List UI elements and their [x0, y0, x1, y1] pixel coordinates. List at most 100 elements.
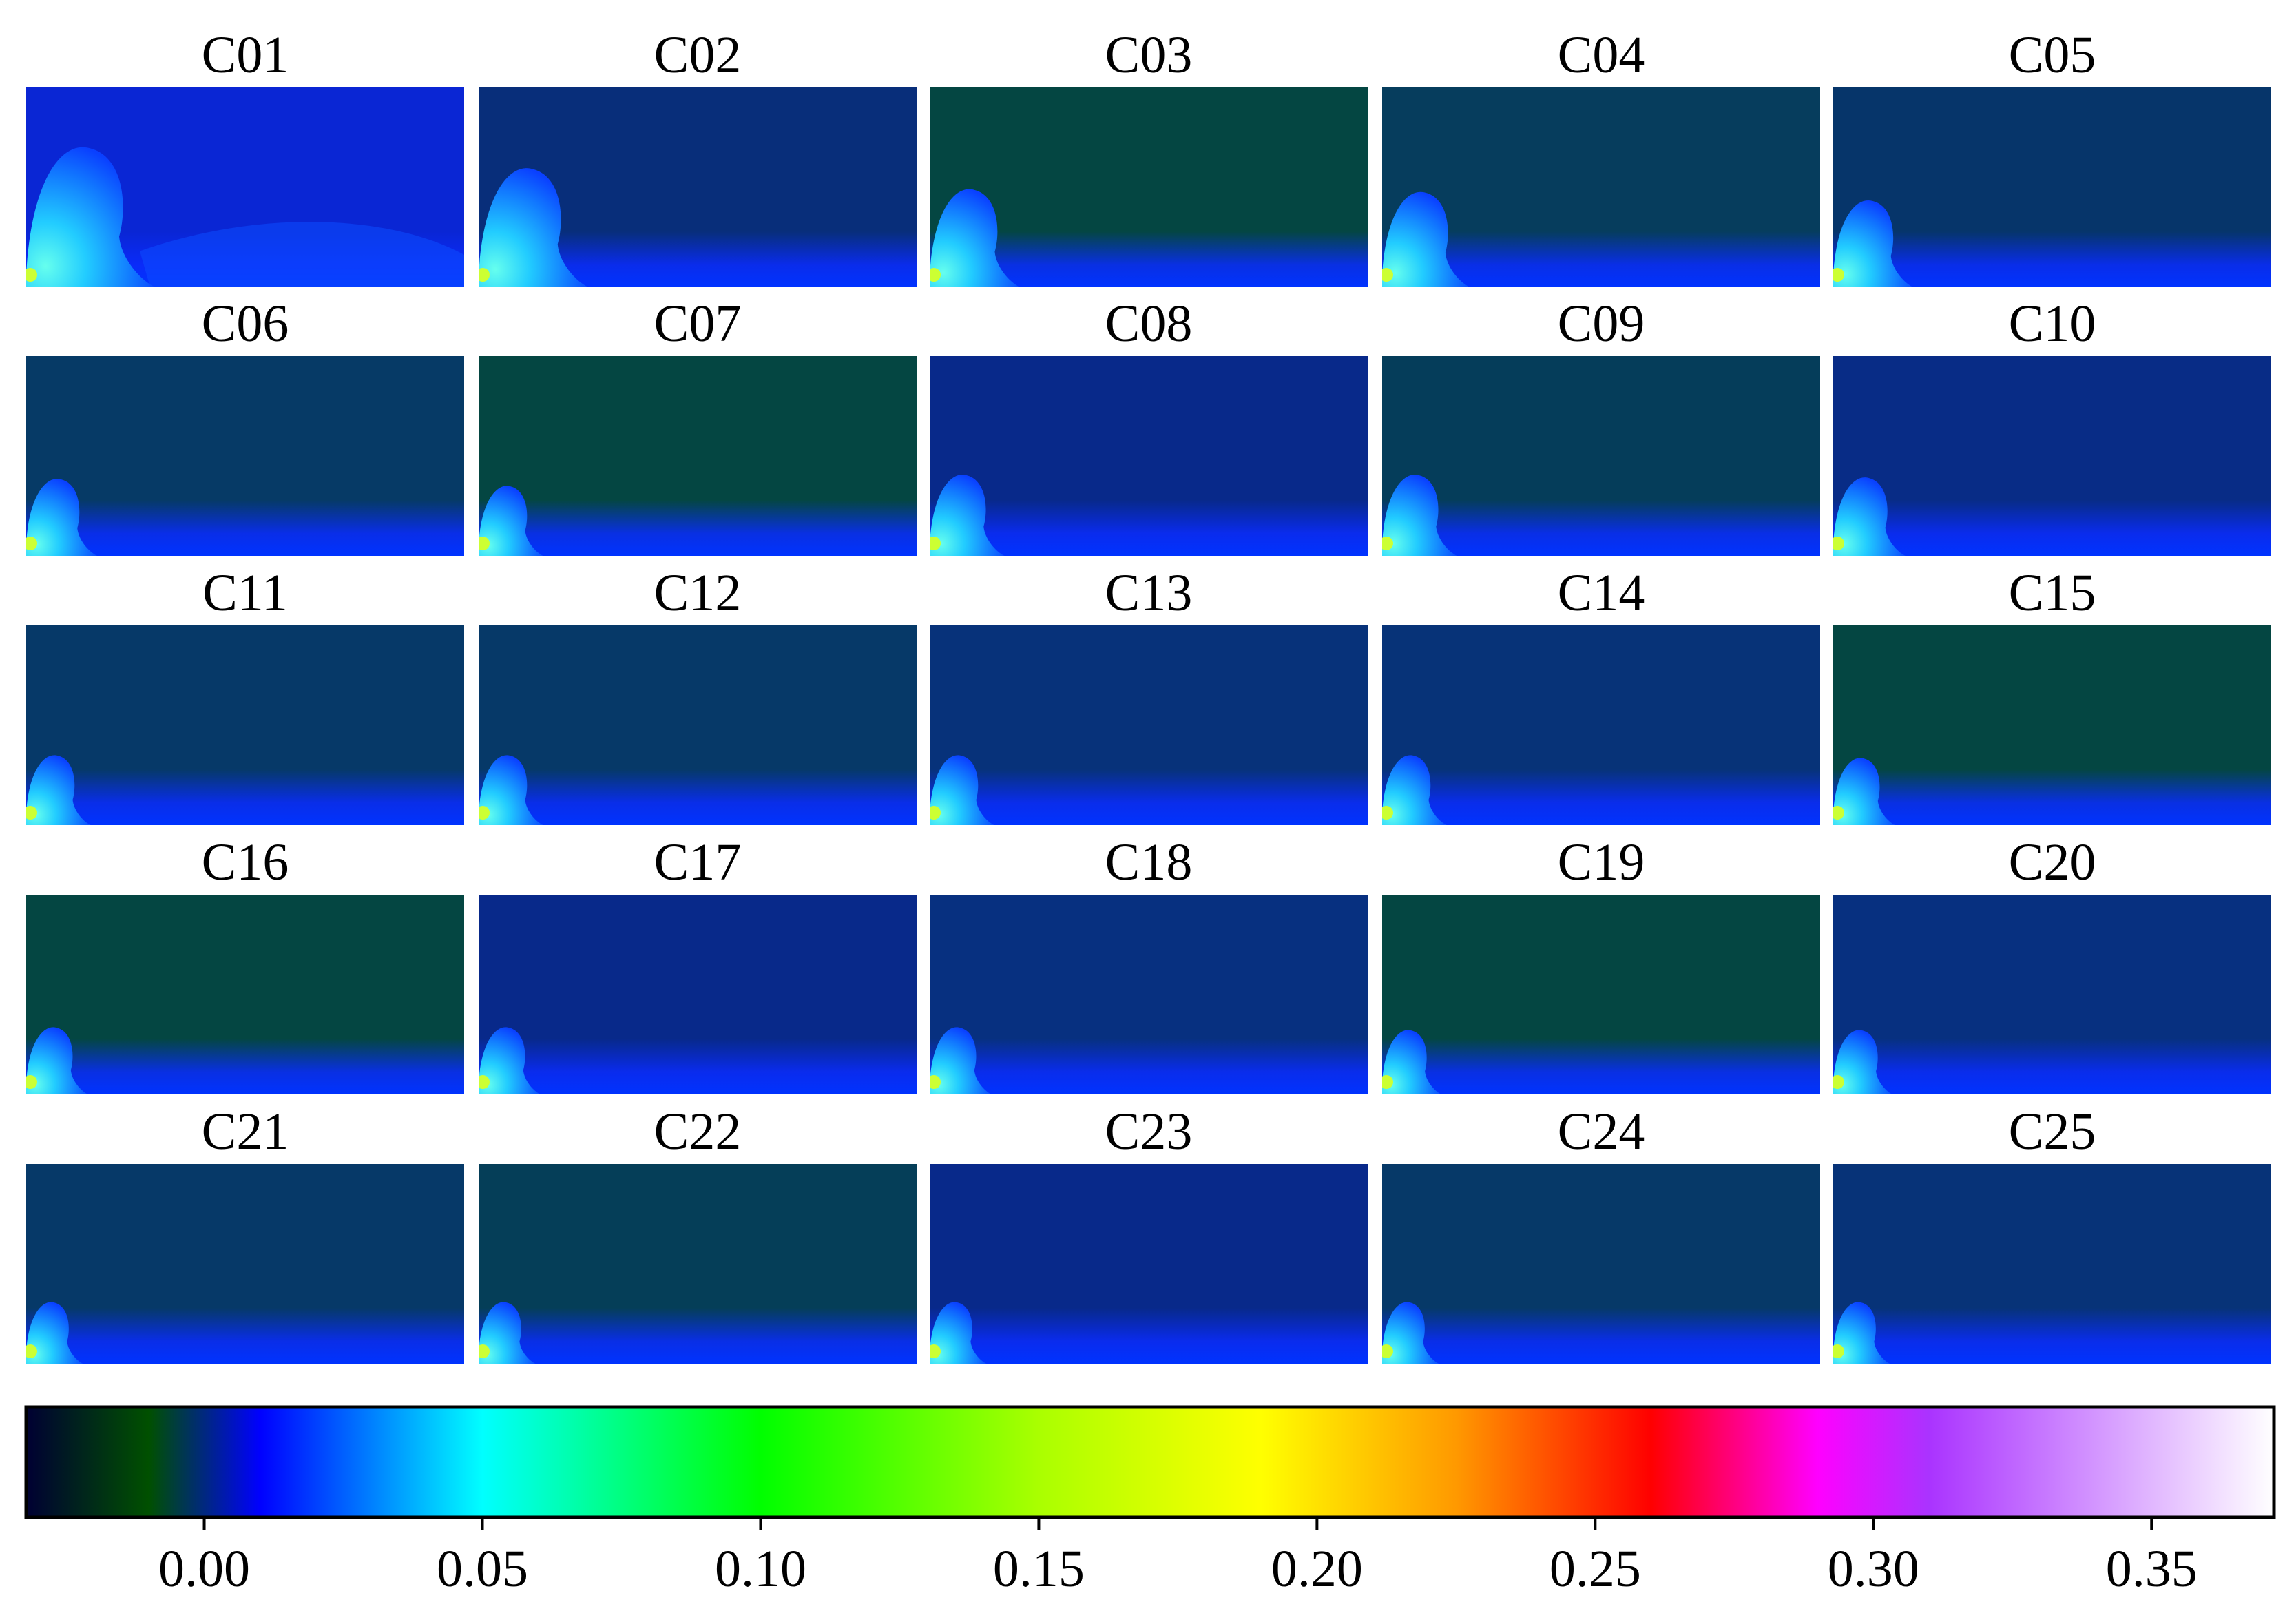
source-hotspot — [1382, 537, 1393, 550]
floor-layer — [1833, 769, 2271, 825]
source-hotspot — [1382, 268, 1393, 282]
plume-contour — [930, 1027, 992, 1094]
floor-layer — [930, 1307, 1368, 1364]
source-hotspot — [930, 1344, 941, 1358]
wake-contour — [140, 222, 464, 287]
panel-title: C09 — [1558, 295, 1645, 353]
panel-c16: C16 — [26, 833, 464, 1094]
source-hotspot — [1382, 1344, 1393, 1358]
floor-layer — [1833, 231, 2271, 287]
panel-title: C08 — [1105, 295, 1193, 353]
floor-layer — [1833, 499, 2271, 556]
floor-layer — [1382, 1038, 1820, 1094]
plume-contour — [930, 1302, 987, 1364]
panel-c14: C14 — [1382, 564, 1820, 825]
floor-layer — [479, 1038, 917, 1094]
panel-title: C22 — [654, 1103, 742, 1161]
panel-title: C15 — [2009, 564, 2096, 622]
plume-contour — [930, 475, 1005, 556]
floor-layer — [930, 769, 1368, 825]
panel-c23: C23 — [930, 1103, 1368, 1364]
panel-title: C23 — [1105, 1103, 1193, 1161]
panel-c02: C02 — [479, 26, 917, 287]
source-hotspot — [479, 268, 490, 282]
source-hotspot — [1833, 268, 1844, 282]
source-hotspot — [930, 1075, 941, 1089]
floor-layer — [479, 769, 917, 825]
source-hotspot — [1833, 806, 1844, 820]
panel-c07: C07 — [479, 295, 917, 556]
source-hotspot — [1382, 806, 1393, 820]
plume-contour — [26, 1027, 88, 1094]
panel-c04: C04 — [1382, 26, 1820, 287]
panel-title: C12 — [654, 564, 742, 622]
colorbar-ticks: 0.00 0.05 0.10 0.15 0.20 0.25 0.30 0.35 — [158, 1517, 2198, 1598]
floor-layer — [930, 1038, 1368, 1094]
source-hotspot — [26, 537, 37, 550]
panel-c13: C13 — [930, 564, 1368, 825]
floor-layer — [1833, 1038, 2271, 1094]
plume-contour — [1382, 475, 1457, 556]
colorbar-tick-label: 0.10 — [715, 1540, 806, 1598]
plume-contour — [26, 147, 156, 287]
panel-title: C13 — [1105, 564, 1193, 622]
floor-layer — [26, 1307, 464, 1364]
panel-c19: C19 — [1382, 833, 1820, 1094]
panel-c05: C05 — [1833, 26, 2271, 287]
source-hotspot — [26, 268, 37, 282]
plume-contour — [1382, 1030, 1442, 1094]
source-hotspot — [930, 806, 941, 820]
plume-contour — [479, 1027, 541, 1094]
panel-c22: C22 — [479, 1103, 917, 1364]
floor-layer — [1382, 769, 1820, 825]
plume-contour — [1382, 755, 1447, 825]
colorbar-tick-label: 0.20 — [1271, 1540, 1363, 1598]
plume-contour — [1382, 191, 1470, 287]
colorbar-tick-label: 0.00 — [158, 1540, 250, 1598]
source-hotspot — [479, 537, 490, 550]
panel-c11: C11 — [26, 564, 464, 825]
plume-contour — [1833, 1030, 1893, 1094]
floor-layer — [26, 1038, 464, 1094]
plume-contour — [930, 189, 1021, 287]
panel-title: C10 — [2009, 295, 2096, 353]
panel-title: C16 — [202, 833, 289, 891]
source-hotspot — [479, 1344, 490, 1358]
panel-title: C24 — [1558, 1103, 1645, 1161]
panel-c09: C09 — [1382, 295, 1820, 556]
panel-title: C06 — [202, 295, 289, 353]
source-hotspot — [1833, 1075, 1844, 1089]
plume-contour — [930, 755, 994, 825]
floor-layer — [26, 499, 464, 556]
panel-c10: C10 — [1833, 295, 2271, 556]
floor-layer — [930, 499, 1368, 556]
panel-title: C18 — [1105, 833, 1193, 891]
floor-layer — [1833, 1307, 2271, 1364]
floor-layer — [1382, 499, 1820, 556]
panel-title: C04 — [1558, 26, 1645, 84]
panel-title: C20 — [2009, 833, 2096, 891]
panel-c21: C21 — [26, 1103, 464, 1364]
source-hotspot — [1833, 537, 1844, 550]
colorbar-gradient — [24, 1405, 2276, 1519]
floor-layer — [1382, 1307, 1820, 1364]
panel-c06: C06 — [26, 295, 464, 556]
panel-title: C03 — [1105, 26, 1193, 84]
panel-c24: C24 — [1382, 1103, 1820, 1364]
plume-contour — [479, 168, 589, 287]
panel-c18: C18 — [930, 833, 1368, 1094]
plume-contour — [1833, 477, 1906, 556]
source-hotspot — [479, 1075, 490, 1089]
panel-c15: C15 — [1833, 564, 2271, 825]
colorbar: 0.00 0.05 0.10 0.15 0.20 0.25 0.30 0.35 — [24, 1405, 2276, 1598]
panel-title: C14 — [1558, 564, 1645, 622]
source-hotspot — [26, 806, 37, 820]
source-hotspot — [479, 806, 490, 820]
panel-c12: C12 — [479, 564, 917, 825]
panel-c08: C08 — [930, 295, 1368, 556]
colorbar-tick-label: 0.35 — [2106, 1540, 2198, 1598]
source-hotspot — [1833, 1344, 1844, 1358]
colorbar-tick-label: 0.30 — [1828, 1540, 1919, 1598]
plume-contour — [26, 479, 98, 556]
